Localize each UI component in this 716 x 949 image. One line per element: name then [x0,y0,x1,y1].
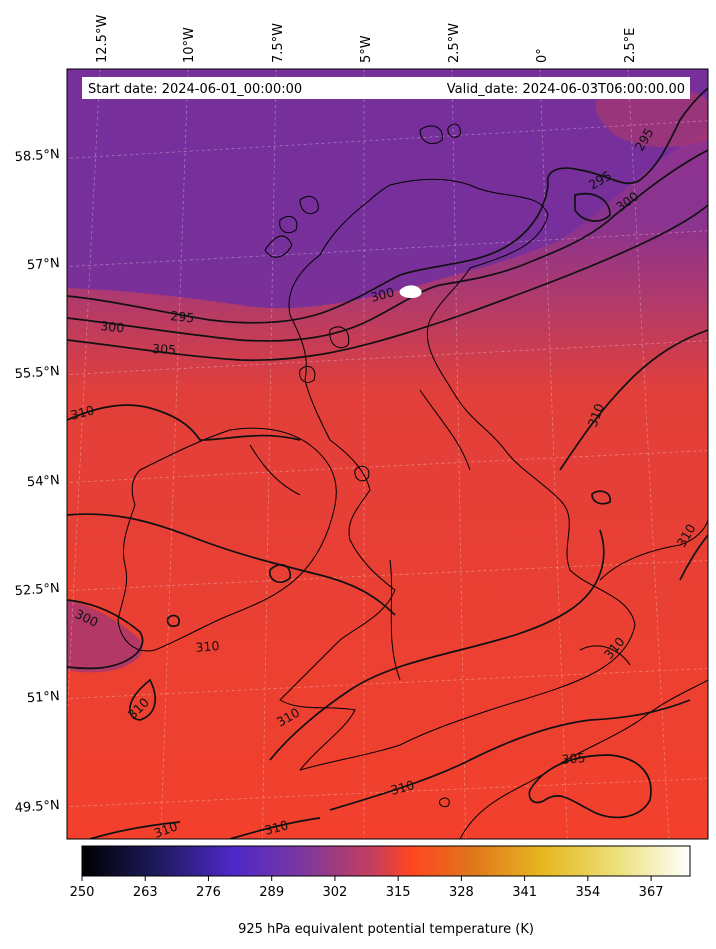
lat-label: 54°N [27,473,61,490]
valid-date: Valid_date: 2024-06-03T06:00:00.00 [447,82,685,97]
colorbar-tick-label: 315 [386,885,411,900]
lat-label: 52.5°N [14,581,60,599]
contour-label: 310 [69,402,96,423]
missing-data-patch [399,285,422,298]
lat-label: 57°N [27,256,61,273]
colorbar-tick-label: 367 [639,885,664,900]
lon-label: 0° [535,48,550,63]
colorbar-ticks: 250 263 276 289 302 315 328 341 354 367 [70,876,664,900]
colorbar: 250 263 276 289 302 315 328 341 354 367 925 hPa e… [70,845,691,937]
coastline-ireland [117,427,337,652]
lat-label: 58.5°N [14,147,60,165]
lat-label: 55.5°N [14,364,60,382]
colorbar-tick-label: 250 [70,885,95,900]
coastlines [117,123,708,839]
header-box [82,77,690,99]
contour-label: 310 [152,819,180,841]
contour-295 [67,87,708,324]
contours [67,87,708,839]
longitude-labels: 12.5°W 10°W 7.5°W 5°W 2.5°W 0° 2.5°E [95,15,638,63]
contour-310-south2 [329,699,691,811]
contour-305 [67,204,708,362]
contour-label: 310 [389,777,416,798]
coastline-great-britain [279,178,636,771]
cold-region [67,69,708,309]
colorbar-tick-label: 328 [449,885,474,900]
contour-310-north [67,404,301,441]
start-date: Start date: 2024-06-01_00:00:00 [88,82,302,97]
contour-label: 295 [170,308,195,325]
contour-label: 310 [263,817,290,838]
colorbar-tick-label: 302 [323,885,348,900]
latitude-labels: 58.5°N 57°N 55.5°N 54°N 52.5°N 51°N 49.5… [14,147,60,816]
colorbar-tick-label: 354 [575,885,600,900]
lon-label: 10°W [182,27,197,63]
lon-label: 2.5°W [447,23,462,63]
colorbar-tick-label: 276 [196,885,221,900]
contour-310-east [559,329,708,471]
lon-label: 12.5°W [95,15,110,63]
contour-310-south [128,678,157,721]
map-panel [67,69,708,839]
contour-310-bottom [89,821,181,839]
colorbar-tick-label: 341 [512,885,537,900]
contour-300-sw [67,599,144,670]
lon-label: 5°W [359,35,374,63]
colorbar-gradient [81,845,691,877]
contour-label: 305 [152,341,177,357]
contour-label: 305 [561,750,586,767]
cool-region-sw [67,600,143,673]
contour-310-mid [67,513,396,616]
lon-label: 2.5°E [623,28,638,63]
colorbar-tick-label: 263 [133,885,158,900]
colorbar-tick-label: 289 [259,885,284,900]
lat-label: 51°N [27,689,61,706]
lat-label: 49.5°N [14,798,60,816]
contour-label: 310 [195,638,220,655]
contour-300 [67,149,708,342]
colorbar-title: 925 hPa equivalent potential temperature… [238,922,534,937]
lon-label: 7.5°W [271,23,286,63]
contour-label: 300 [369,284,396,305]
graticule [67,69,708,839]
warm-blob-ne [595,85,708,147]
contour-label: 300 [100,318,125,335]
coastline-continent [459,679,708,839]
map-frame [66,68,709,840]
contour-305-se [528,754,652,819]
contour-310-channel [269,529,605,761]
